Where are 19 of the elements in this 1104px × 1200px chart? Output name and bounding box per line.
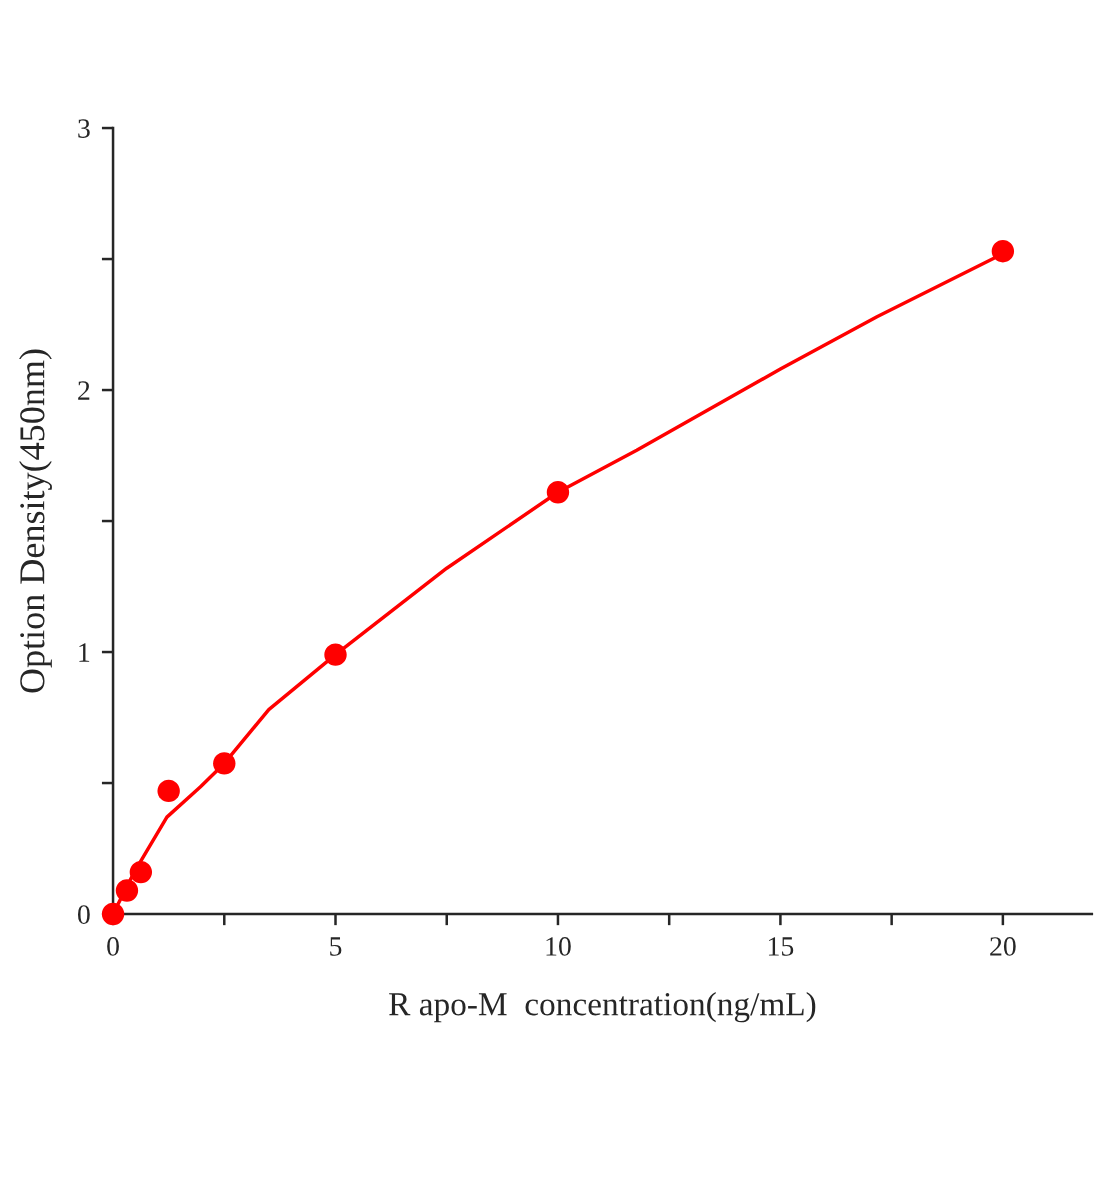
point xyxy=(324,643,347,666)
x-axis-title: R apo-M concentration(ng/mL) xyxy=(389,992,816,1023)
x-tick-label: 10 xyxy=(546,937,571,956)
point xyxy=(546,481,570,504)
point xyxy=(101,902,125,926)
point xyxy=(213,752,236,775)
y-axis-title: Option Density(450nm) xyxy=(19,349,52,693)
x-tick-label: 5 xyxy=(330,937,342,956)
x-tick-label: 0 xyxy=(107,937,119,956)
x-tick-label: 20 xyxy=(990,937,1016,956)
y-tick-label: 0 xyxy=(78,905,90,924)
x-tick-label: 15 xyxy=(768,937,794,956)
point xyxy=(129,860,153,884)
y-tick-label: 3 xyxy=(78,119,90,138)
point xyxy=(991,239,1015,263)
point xyxy=(115,879,139,902)
y-tick-label: 1 xyxy=(79,643,90,662)
y-tick-label: 2 xyxy=(78,381,90,400)
point xyxy=(157,779,180,803)
